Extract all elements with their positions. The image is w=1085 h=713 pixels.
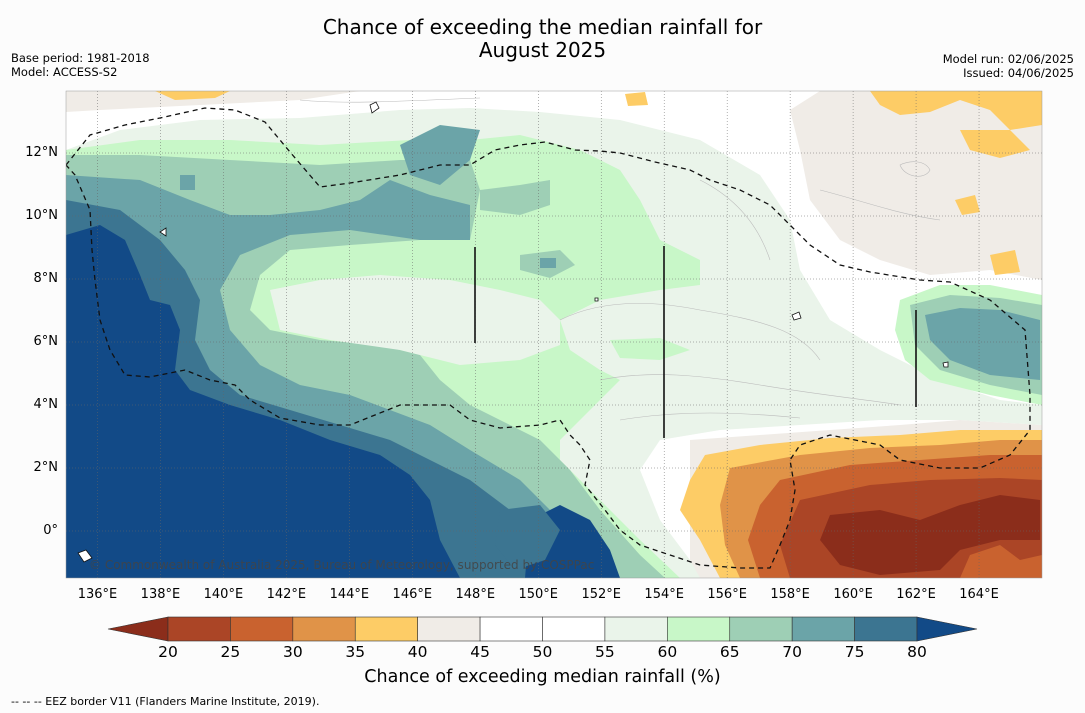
colorbar-tick-label: 35 — [345, 643, 366, 661]
colorbar-segment — [417, 616, 481, 642]
colorbar-segment — [479, 616, 543, 642]
colorbar-segment — [729, 616, 793, 642]
colorbar-tick-label: 55 — [595, 643, 615, 661]
map-grid — [66, 91, 1042, 578]
colorbar-tick-label: 30 — [282, 643, 303, 661]
y-tick-label: 0° — [43, 523, 58, 538]
x-tick-label: 154°E — [644, 587, 684, 602]
x-tick-label: 150°E — [518, 587, 559, 602]
colorbar-title: Chance of exceeding median rainfall (%) — [364, 667, 721, 687]
x-tick-label: 138°E — [140, 587, 181, 602]
x-tick-label: 160°E — [833, 587, 873, 602]
x-tick-label: 164°E — [959, 587, 999, 602]
colorbar-tick-label: 40 — [407, 643, 428, 661]
island-lines — [474, 246, 917, 438]
title-line-2: August 2025 — [478, 38, 607, 62]
colorbar-tick-label: 70 — [782, 643, 803, 661]
colorbar-segment — [292, 616, 356, 642]
x-tick-label: 142°E — [266, 587, 307, 602]
colorbar-tick-label: 60 — [657, 643, 678, 661]
colorbar-segment — [167, 616, 231, 642]
colorbar-tick-label: 25 — [220, 643, 241, 661]
title-line-1: Chance of exceeding the median rainfall … — [322, 15, 763, 39]
colorbar-segment — [667, 616, 731, 642]
y-tick-label: 2°N — [33, 460, 59, 475]
x-tick-label: 136°E — [77, 587, 118, 602]
credit-text: © Commonwealth of Australia 2025, Bureau… — [89, 558, 595, 572]
colorbar-tick-label: 20 — [158, 643, 178, 661]
colorbar-segment — [230, 616, 294, 642]
rainfall-probability-map — [66, 91, 1042, 578]
y-tick-label: 12°N — [25, 145, 58, 160]
colorbar-segment — [854, 616, 918, 642]
x-tick-label: 162°E — [896, 587, 936, 602]
colorbar-segment — [791, 616, 855, 642]
colorbar-tick-label: 45 — [470, 643, 490, 661]
colorbar-tick-label: 80 — [907, 643, 927, 661]
colorbar-tick-label: 50 — [532, 643, 553, 661]
model-name: Model: ACCESS-S2 — [11, 65, 118, 79]
x-tick-label: 148°E — [455, 587, 496, 602]
colorbar-tick-label: 65 — [719, 643, 740, 661]
colorbar-segment — [604, 616, 668, 642]
colorbar-tick-label: 75 — [844, 643, 865, 661]
x-tick-label: 158°E — [770, 587, 810, 602]
x-tick-label: 140°E — [203, 587, 244, 602]
colorbar-min-arrow — [107, 616, 169, 642]
y-tick-label: 6°N — [33, 334, 59, 349]
x-tick-label: 156°E — [707, 587, 747, 602]
colorbar — [107, 616, 978, 642]
issued-date: Issued: 04/06/2025 — [963, 66, 1074, 80]
islands — [77, 101, 949, 563]
x-tick-label: 146°E — [392, 587, 433, 602]
eez-border — [66, 107, 1031, 569]
colorbar-segment — [542, 616, 606, 642]
x-tick-label: 152°E — [581, 587, 621, 602]
y-tick-label: 8°N — [33, 271, 59, 286]
x-tick-label: 144°E — [329, 587, 370, 602]
footnote: -- -- -- EEZ border V11 (Flanders Marine… — [11, 695, 320, 708]
base-period: Base period: 1981-2018 — [11, 51, 150, 65]
y-tick-label: 10°N — [25, 208, 58, 223]
colorbar-max-arrow — [916, 616, 978, 642]
model-run: Model run: 02/06/2025 — [942, 52, 1074, 66]
colorbar-segment — [354, 616, 418, 642]
y-tick-label: 4°N — [33, 397, 59, 412]
